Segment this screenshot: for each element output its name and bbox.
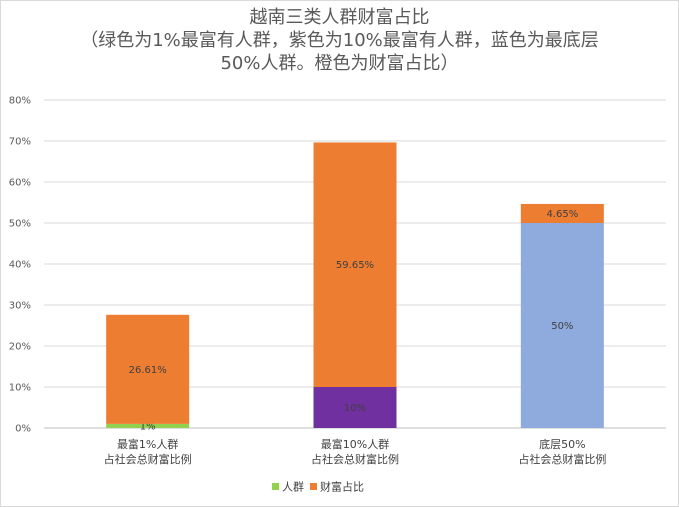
bar-segment [106,423,190,428]
y-tick-label: 50% [9,219,31,230]
chart-title-block: 越南三类人群财富占比 （绿色为1%最富有人群，紫色为10%最富有人群，蓝色为最底… [0,6,679,75]
category-label: 底层50% [539,437,585,451]
legend-swatch [310,483,317,490]
y-tick-label: 60% [9,178,31,189]
category-label: 占社会总财富比例 [104,452,192,466]
bar-segment [106,314,190,424]
data-label: 50% [551,321,573,332]
data-label: 1% [140,421,156,432]
category-label: 占社会总财富比例 [518,452,606,466]
legend-swatch [272,483,279,490]
y-tick-label: 0% [15,424,31,435]
category-label: 最富10%人群 [321,437,389,451]
data-label: 26.61% [129,365,167,376]
chart-subtitle-line-2: 50%人群。橙色为财富占比） [220,53,459,74]
bar-segment [520,203,604,223]
legend-label: 财富占比 [320,480,364,494]
chart-title: 越南三类人群财富占比 [249,7,430,28]
chart-subtitle-line-1: （绿色为1%最富有人群，紫色为10%最富有人群，蓝色为最底层 [80,30,599,51]
bar-segment [313,387,397,428]
bar-segment [313,142,397,387]
legend-label: 人群 [282,480,304,494]
data-label: 59.65% [336,260,374,271]
data-label: 10% [344,403,366,414]
category-label: 最富1%人群 [117,437,178,451]
y-tick-label: 10% [9,383,31,394]
y-tick-label: 70% [9,137,31,148]
y-tick-label: 30% [9,301,31,312]
y-tick-label: 40% [9,260,31,271]
data-label: 4.65% [546,209,578,220]
y-tick-label: 80% [9,96,31,107]
bar-segment [520,223,604,428]
y-tick-label: 20% [9,342,31,353]
category-label: 占社会总财富比例 [311,452,399,466]
